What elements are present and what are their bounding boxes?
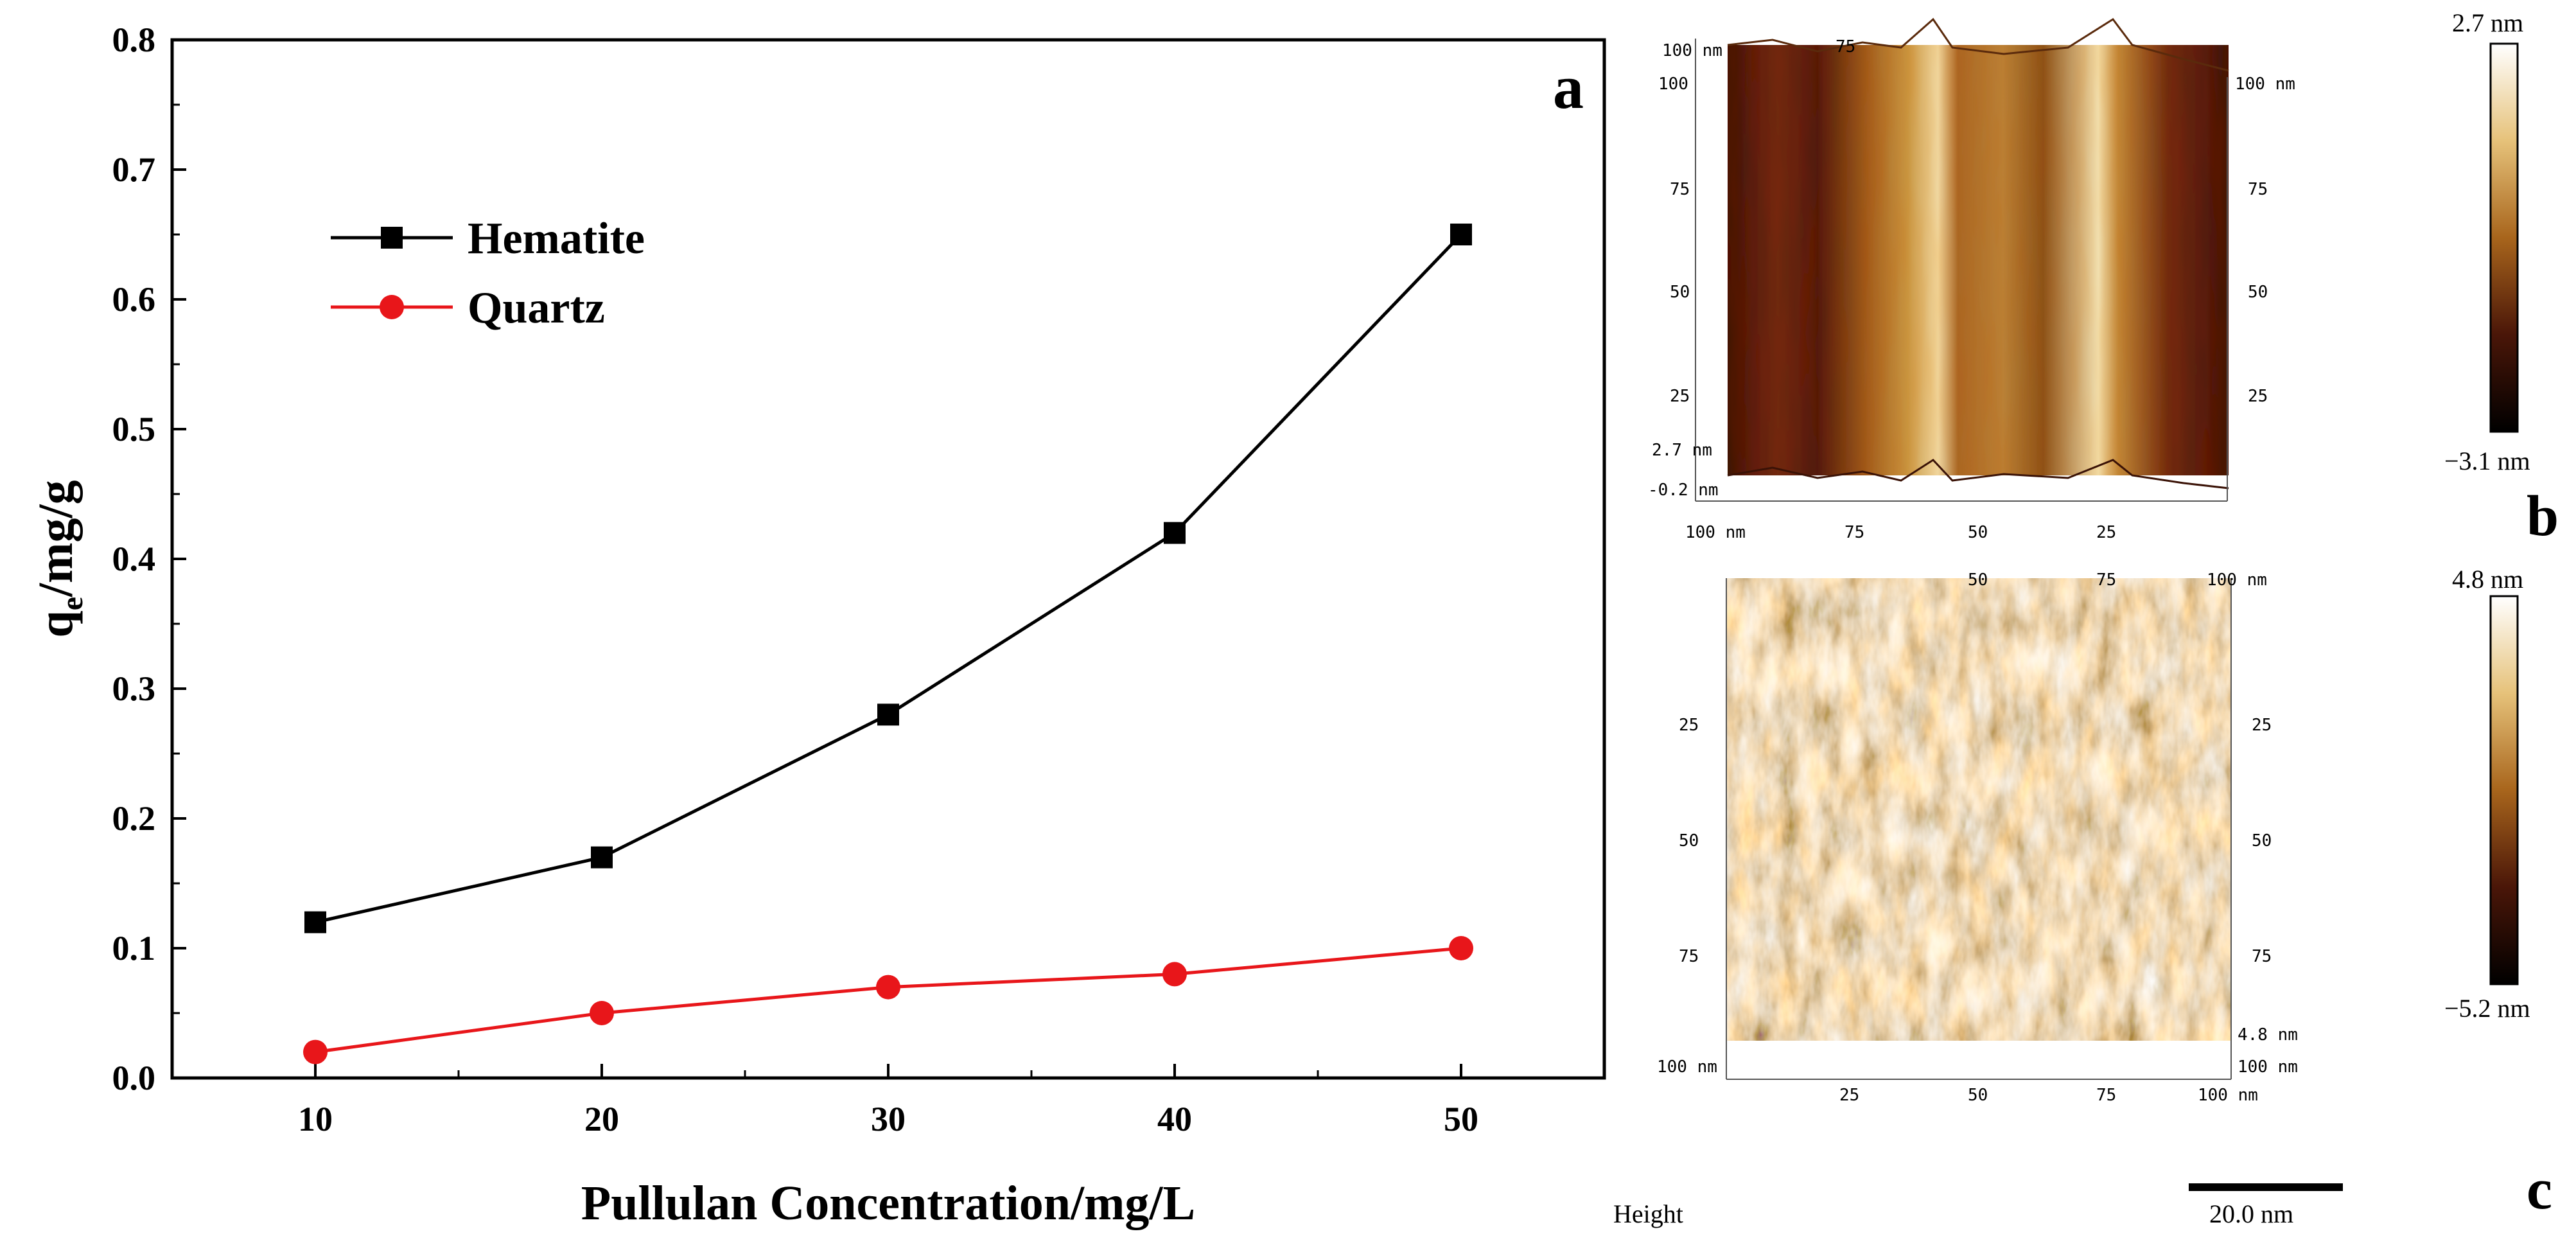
quartz-point (1449, 936, 1473, 960)
afm-c-left-tick-4: 100 nm (1657, 1057, 1717, 1077)
quartz-point (876, 975, 900, 1000)
quartz-point (1162, 962, 1187, 987)
y-tick-label: 0.0 (112, 1059, 156, 1097)
afm-b-right-tick-1: 100 nm (2235, 75, 2295, 94)
legend-hematite-marker (381, 227, 403, 249)
x-axis-label: Pullulan Concentration/mg/L (581, 1176, 1195, 1230)
afm-c-right-tick-1: 25 (2252, 716, 2272, 735)
afm-c-bottom-tick-2: 50 (1968, 1086, 1988, 1105)
afm-c-bottom-tick-3: 75 (2096, 1086, 2117, 1105)
afm-c-left-tick-2: 50 (1679, 831, 1699, 851)
y-tick-label: 0.7 (112, 150, 156, 189)
afm-b-top-tick-1: 75 (1836, 37, 1856, 57)
afm-c-left-tick-1: 25 (1679, 716, 1699, 735)
height-label: Height (1613, 1199, 1683, 1228)
colorbar-c (2489, 595, 2519, 985)
y-tick-label: 0.6 (112, 280, 156, 319)
afm-c-right-tick-2: 50 (2252, 831, 2272, 851)
afm-c-right-tick-4: 4.8 nm (2238, 1025, 2298, 1045)
afm-b-right-tick-3: 50 (2248, 283, 2268, 302)
afm-b-bottom-tick-3: 50 (1968, 523, 1988, 542)
afm-b-right-tick-2: 75 (2248, 180, 2268, 199)
quartz-point (590, 1001, 614, 1025)
hematite-point (877, 703, 899, 726)
y-tick-label: 0.8 (112, 21, 156, 59)
afm-b-left-tick-6: 2.7 nm (1652, 441, 1712, 460)
colorbar-b (2489, 42, 2519, 433)
afm-b-left-tick-5: 25 (1670, 387, 1690, 406)
afm-surface-b-bottom-edge (1727, 459, 2229, 490)
y-tick-label: 0.2 (112, 799, 156, 838)
afm-surface-b-top-edge (1727, 17, 2229, 72)
x-tick-label: 50 (1444, 1100, 1478, 1138)
afm-c-top-tick-3: 100 nm (2207, 570, 2267, 590)
colorbar-c-max-label: 4.8 nm (2452, 565, 2524, 594)
quartz-point (303, 1039, 328, 1064)
legend-hematite-label: Hematite (468, 214, 645, 263)
y-axis-label: qe/mg/g (29, 480, 89, 637)
hematite-point (591, 846, 613, 869)
x-tick-label: 40 (1157, 1100, 1192, 1138)
afm-surface-b-image (1728, 45, 2229, 475)
afm-c-right-tick-3: 75 (2252, 947, 2272, 966)
afm-b-left-tick-3: 75 (1670, 180, 1690, 199)
panel-b-label: b (2527, 484, 2559, 548)
colorbar-c-min-label: −5.2 nm (2444, 994, 2530, 1023)
afm-b-left-tick-4: 50 (1670, 283, 1690, 302)
y-tick-label: 0.3 (112, 669, 156, 708)
adsorption-chart: 0.0 0.1 0.2 0.3 0.4 0.5 0.6 0.7 0.8 10 20 30 40 50 Pul… (29, 21, 1606, 1230)
afm-b-bottom-tick-1: 100 nm (1685, 523, 1746, 542)
y-tick-label: 0.5 (112, 410, 156, 448)
x-tick-label: 30 (871, 1100, 906, 1138)
hematite-point (1450, 224, 1472, 245)
afm-surface-c (1726, 578, 2231, 1041)
afm-c-top-tick-2: 75 (2096, 570, 2117, 590)
hematite-point (1164, 522, 1186, 544)
afm-c-right-tick-5: 100 nm (2238, 1057, 2298, 1077)
y-tick-label: 0.1 (112, 929, 156, 967)
afm-b-right-tick-4: 25 (2248, 387, 2268, 406)
legend-quartz-marker (380, 295, 404, 319)
y-tick-label: 0.4 (112, 540, 156, 578)
colorbar-b-max-label: 2.7 nm (2452, 8, 2524, 37)
afm-surface-b (1727, 17, 2229, 490)
panel-a-label: a (1553, 53, 1584, 121)
afm-b-left-tick-2: 100 (1658, 75, 1688, 94)
hematite-point (304, 911, 326, 933)
afm-surface-c-image (1726, 578, 2231, 1041)
afm-c-bottom-tick-4: 100 nm (2198, 1086, 2258, 1105)
scale-bar-label: 20.0 nm (2209, 1199, 2294, 1228)
afm-c-bottom-tick-1: 25 (1839, 1086, 1860, 1105)
afm-b-bottom-tick-4: 25 (2096, 523, 2117, 542)
colorbar-b-min-label: −3.1 nm (2444, 446, 2530, 475)
x-tick-label: 10 (298, 1100, 333, 1138)
afm-b-bottom-tick-2: 75 (1844, 523, 1865, 542)
afm-b-left-tick-1: 100 nm (1662, 41, 1722, 60)
legend-quartz-label: Quartz (468, 283, 605, 333)
afm-b-left-tick-7: -0.2 nm (1648, 481, 1719, 500)
afm-c-left-tick-3: 75 (1679, 947, 1699, 966)
panel-c-label: c (2527, 1158, 2552, 1221)
afm-c-top-tick-1: 50 (1968, 570, 1988, 590)
x-tick-label: 20 (584, 1100, 619, 1138)
